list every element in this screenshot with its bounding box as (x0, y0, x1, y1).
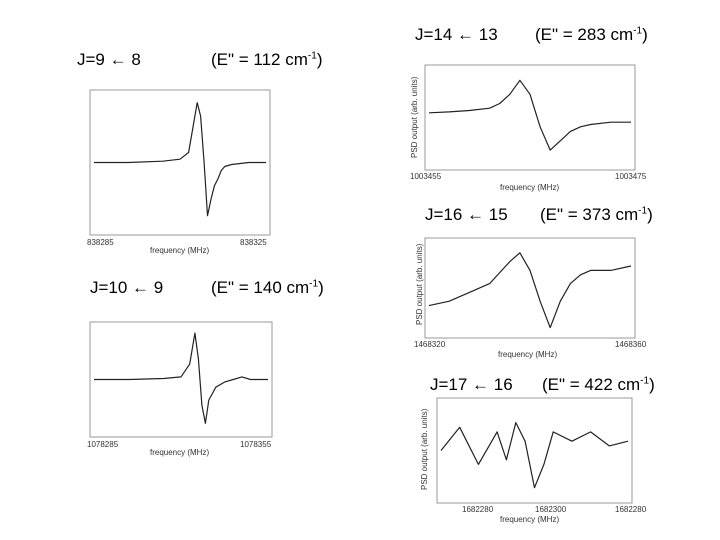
spectrum-line (428, 79, 631, 151)
plot-frame (89, 89, 271, 236)
plot-frame (424, 237, 636, 339)
spectrum-line (440, 422, 629, 489)
title-j17-energy: (E" = 422 cm-1) (542, 375, 655, 394)
xlabel-j16: frequency (MHz) (498, 350, 558, 359)
title-j10-energy: (E" = 140 cm-1) (211, 278, 324, 297)
ylabel-j17: PSD output (arb. units) (420, 408, 429, 490)
title-j10-transition: J=10 ← 9 (90, 278, 164, 297)
xtick-j14-left: 1003455 (410, 172, 442, 181)
xtick-j14-right: 1003475 (615, 172, 647, 181)
title-j17-transition: J=17 ← 16 (430, 375, 513, 394)
spectrum-line (94, 332, 268, 424)
xtick-j10-left: 1078285 (87, 440, 119, 449)
xtick-j16-right: 1468360 (615, 340, 647, 349)
xlabel-j17: frequency (MHz) (500, 515, 560, 524)
plot-frame (89, 321, 273, 438)
title-j16-transition: J=16 ← 15 (425, 205, 508, 224)
title-j14-transition: J=14 ← 13 (415, 25, 498, 44)
xtick-j9-left: 838285 (87, 238, 114, 247)
title-j9-energy: (E" = 112 cm-1) (211, 50, 323, 69)
ylabel-j14: PSD output (arb. units) (410, 76, 419, 158)
ylabel-j16: PSD output (arb. units) (415, 243, 424, 325)
spectrum-line (428, 252, 632, 329)
xlabel-j9: frequency (MHz) (150, 246, 210, 255)
title-j9-transition: J=9 ← 8 (77, 50, 141, 69)
xtick-j16-left: 1468320 (414, 340, 446, 349)
xlabel-j14: frequency (MHz) (500, 183, 560, 192)
xtick-j17-mid: 1682300 (535, 505, 567, 514)
plot-frame (424, 64, 636, 171)
xtick-j17-left: 1682280 (462, 505, 494, 514)
plot-frame (436, 397, 633, 504)
title-j16-energy: (E" = 373 cm-1) (540, 205, 653, 224)
xtick-j9-right: 838325 (240, 238, 267, 247)
spectrum-line (94, 102, 266, 217)
xtick-j10-right: 1078355 (240, 440, 272, 449)
xtick-j17-right: 1682280 (615, 505, 647, 514)
title-j14-energy: (E" = 283 cm-1) (535, 25, 648, 44)
xlabel-j10: frequency (MHz) (150, 448, 210, 457)
